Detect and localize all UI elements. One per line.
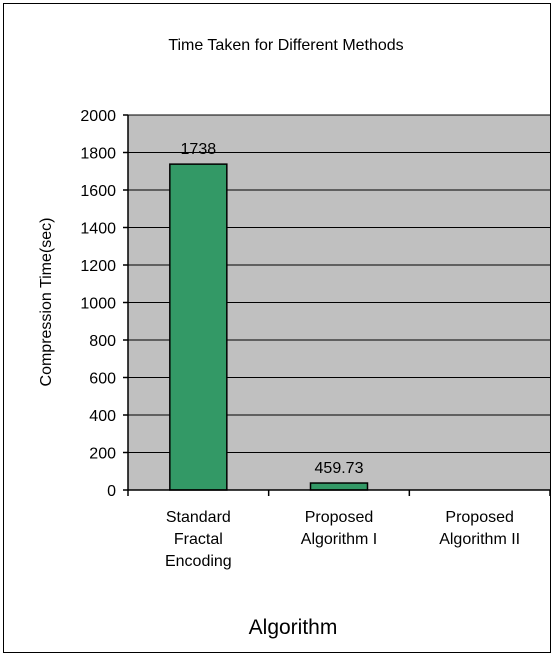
y-tick-label: 1400 (80, 221, 116, 238)
x-axis-title: Algorithm (249, 616, 338, 639)
bar (309, 482, 369, 491)
x-category-label: Proposed Algorithm II (439, 509, 520, 548)
y-axis-title: Compression Time(sec) (38, 218, 55, 387)
y-tick-label: 1200 (80, 258, 116, 275)
data-labels: 1738 459.73 (181, 141, 364, 477)
bars (169, 163, 369, 491)
y-tick-labels: 0 200 400 600 800 1000 1200 1400 1600 1800 2000 (80, 108, 116, 500)
x-category-label: Standard Fractal Encoding (165, 509, 232, 570)
y-tick-label: 2000 (80, 108, 116, 125)
data-label: 459.73 (315, 460, 364, 477)
data-label: 1738 (181, 141, 217, 158)
y-tick-label: 800 (89, 333, 116, 350)
y-tick-label: 200 (89, 446, 116, 463)
bar (169, 163, 228, 491)
y-tick-label: 1000 (80, 296, 116, 313)
y-tick-label: 1600 (80, 183, 116, 200)
x-category-labels: Standard Fractal Encoding Proposed Algorithm… (165, 509, 520, 570)
axes (123, 114, 551, 496)
y-tick-label: 400 (89, 408, 116, 425)
y-tick-label: 0 (107, 483, 116, 500)
y-tick-label: 600 (89, 371, 116, 388)
chart-title: Time Taken for Different Methods (168, 37, 403, 54)
y-tick-label: 1800 (80, 146, 116, 163)
x-category-label: Proposed Algorithm I (301, 509, 377, 548)
